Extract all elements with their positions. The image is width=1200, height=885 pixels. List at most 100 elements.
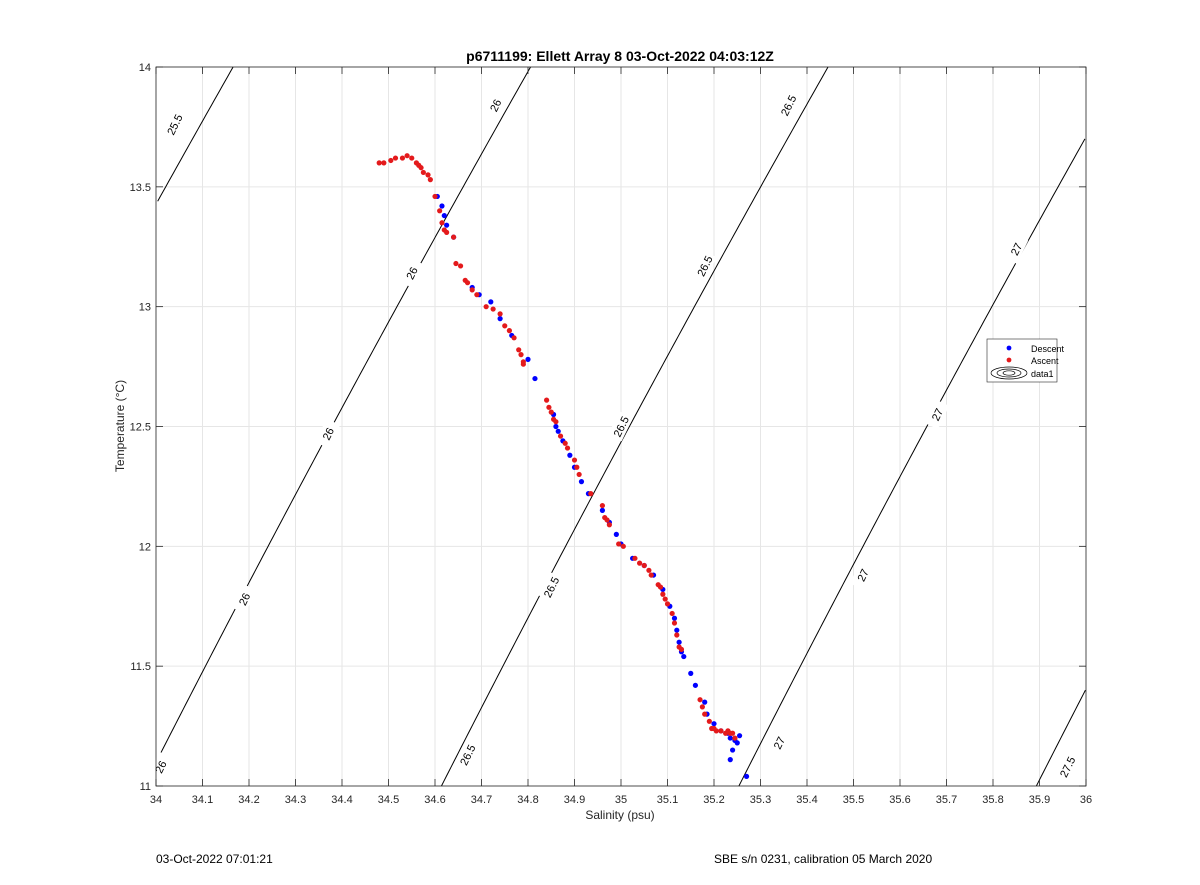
ascent-point <box>616 541 622 547</box>
ascent-point <box>620 543 626 549</box>
ascent-point <box>646 567 652 573</box>
descent-point <box>743 773 750 780</box>
footer-calibration: SBE s/n 0231, calibration 05 March 2020 <box>714 852 933 866</box>
descent-point <box>532 375 538 382</box>
x-tick-label: 34.8 <box>517 794 538 806</box>
descent-point <box>555 428 561 434</box>
y-tick-label: 13 <box>139 302 151 314</box>
ascent-point <box>674 632 680 638</box>
density-contour-line <box>440 66 829 787</box>
legend-marker-ascent <box>1006 357 1012 363</box>
ascent-point <box>399 155 406 161</box>
descent-point <box>688 670 694 676</box>
ascent-point <box>418 165 424 171</box>
footer-timestamp: 03-Oct-2022 07:01:21 <box>156 852 273 866</box>
descent-point <box>711 721 717 727</box>
ascent-point <box>497 311 503 317</box>
ascent-point <box>576 471 582 478</box>
density-contour-label-bg <box>482 90 508 121</box>
ascent-point <box>544 397 550 403</box>
y-axis-label: Temperature (°C) <box>113 380 127 472</box>
x-tick-label: 34.4 <box>331 794 352 806</box>
x-tick-label: 35.9 <box>1029 794 1050 806</box>
density-contour-label: 27 <box>930 407 946 423</box>
ascent-point <box>404 153 410 159</box>
ascent-point <box>490 306 496 312</box>
ascent-point <box>669 610 675 617</box>
density-contour-label: 26 <box>153 759 169 775</box>
x-tick-label: 34.2 <box>238 794 259 806</box>
descent-point <box>497 316 503 322</box>
descent-point <box>553 423 559 430</box>
x-tick-label: 34.7 <box>471 794 492 806</box>
ascent-point <box>502 323 508 329</box>
ascent-point <box>437 208 443 214</box>
ascent-point <box>453 260 459 267</box>
x-tick-label: 34 <box>150 794 162 806</box>
descent-point <box>734 740 740 746</box>
ascent-point <box>392 155 399 161</box>
legend-label: data1 <box>1031 369 1054 379</box>
ascent-point <box>409 155 415 161</box>
x-tick-label: 34.5 <box>378 794 399 806</box>
ascent-point <box>451 234 457 240</box>
legend-marker-descent <box>1006 345 1012 351</box>
ascent-point <box>606 522 612 528</box>
ascent-point <box>574 464 580 470</box>
density-contour-labels: 25.5262626262626.526.526.526.526.5272727… <box>147 90 1080 782</box>
legend: Descent Ascent data1 <box>986 338 1065 383</box>
ascent-point <box>604 517 610 523</box>
ascent-point <box>699 704 705 710</box>
descent-point <box>730 747 736 753</box>
ascent-point <box>388 157 394 164</box>
density-contour-line <box>155 66 531 763</box>
ascent-point <box>562 440 568 446</box>
density-contour-line <box>1035 689 1086 787</box>
y-tick-label: 12 <box>139 541 151 553</box>
descent-point <box>702 699 708 705</box>
descent-point <box>671 615 678 621</box>
density-contour-label-bg <box>849 559 875 590</box>
ascent-point <box>381 160 387 166</box>
descent-point <box>441 212 447 219</box>
ascent-point <box>469 287 475 293</box>
descent-point <box>676 639 682 645</box>
x-axis-label: Salinity (psu) <box>585 808 654 822</box>
density-contour-label-bg <box>766 727 792 758</box>
x-tick-label: 35 <box>615 794 627 806</box>
x-tick-label: 35.2 <box>703 794 724 806</box>
y-tick-label: 12.5 <box>130 422 151 434</box>
density-contour-label: 27 <box>856 567 872 583</box>
density-contours <box>155 66 1086 787</box>
density-contour-label-bg <box>608 411 633 442</box>
ascent-point <box>730 730 736 736</box>
ascent-point <box>641 562 647 569</box>
x-tick-label: 35.1 <box>657 794 678 806</box>
x-tick-label: 36 <box>1080 794 1092 806</box>
density-contour-label-bg <box>924 399 950 430</box>
x-tick-label: 35.7 <box>936 794 957 806</box>
axis-ticks: 34 34.1 34.2 34.3 34.4 34.5 34.6 34.7 34.8 34.9 35… <box>130 62 1093 806</box>
x-tick-label: 34.1 <box>192 794 213 806</box>
y-tick-label: 14 <box>139 62 151 74</box>
ascent-point <box>637 560 643 566</box>
descent-point <box>681 653 687 660</box>
ascent-point <box>444 229 450 235</box>
descent-point <box>567 452 573 458</box>
density-contour-label-bg <box>775 90 801 121</box>
density-contour-label: 26 <box>321 426 337 442</box>
density-contour-label: 26 <box>237 591 253 607</box>
ascent-point <box>420 169 426 176</box>
x-tick-label: 34.6 <box>424 794 445 806</box>
ascent-point <box>520 361 526 367</box>
series-ascent <box>376 153 738 741</box>
legend-label: Descent <box>1031 344 1065 354</box>
x-tick-label: 35.5 <box>843 794 864 806</box>
ascent-point <box>432 193 438 200</box>
density-contour-label-bg <box>398 257 424 288</box>
ascent-point <box>557 433 564 439</box>
density-contour-label-bg <box>1003 233 1029 264</box>
density-contour-label-bg <box>538 571 564 602</box>
density-contour-label-bg <box>454 739 480 770</box>
